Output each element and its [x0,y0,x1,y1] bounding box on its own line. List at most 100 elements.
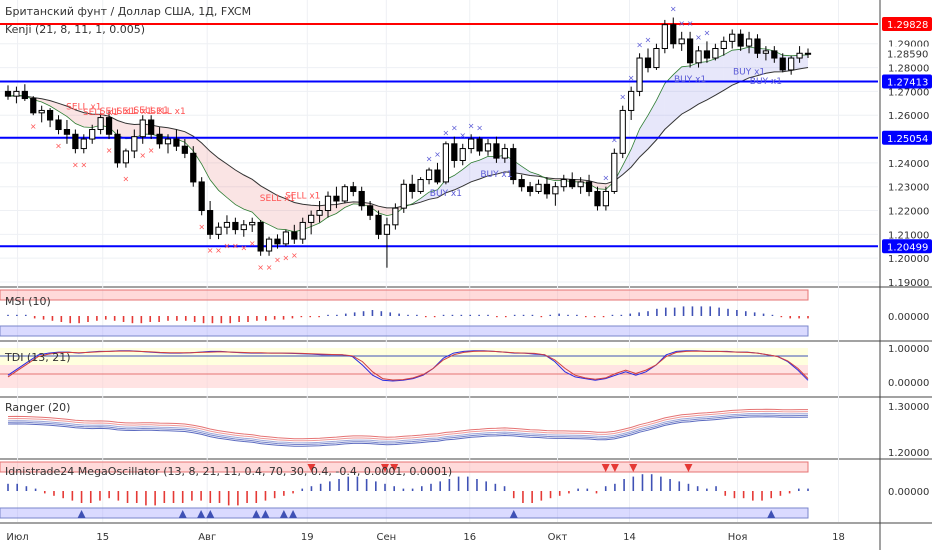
candle[interactable] [80,138,87,150]
candle[interactable] [156,133,163,145]
candle[interactable] [585,181,593,192]
candle[interactable] [788,57,795,71]
candle[interactable] [265,238,273,252]
candle[interactable] [366,205,374,216]
candle[interactable] [249,221,256,226]
candle[interactable] [484,143,492,152]
candle[interactable] [468,138,475,150]
candle[interactable] [282,231,290,245]
candle[interactable] [299,221,306,240]
candle[interactable] [552,186,559,195]
candle[interactable] [350,186,357,192]
tdi-pane[interactable] [0,348,809,388]
candle[interactable] [400,183,407,209]
candle[interactable] [661,24,668,50]
candle[interactable] [501,148,508,159]
candle[interactable] [754,38,761,54]
candle[interactable] [181,145,188,154]
candle[interactable] [291,231,298,240]
candle[interactable] [341,186,348,202]
candle[interactable] [173,138,180,147]
candle[interactable] [526,186,534,192]
candle[interactable] [569,179,576,188]
candle[interactable] [678,38,685,45]
candle[interactable] [619,109,626,154]
msi-pane[interactable] [0,289,809,337]
candle[interactable] [409,183,416,192]
candle[interactable] [543,183,551,195]
candle[interactable] [804,52,812,55]
candle[interactable] [38,109,45,114]
ranger-pane[interactable] [7,408,809,447]
candle[interactable] [89,129,96,140]
candle[interactable] [13,90,20,97]
candle[interactable] [459,148,466,161]
candle[interactable] [720,40,727,50]
candle[interactable] [703,50,711,59]
candle[interactable] [392,207,399,226]
candle[interactable] [114,133,121,164]
time-axis[interactable]: Июл 15 Авг 19 Сен 16 Окт 14 Ноя 18 [6,532,844,543]
price-pane[interactable]: ××× ××××××× ×× × ××× ×× × ××××××× ××××××××× ×××SE… [0,5,878,272]
candle[interactable] [762,50,770,54]
price-axis[interactable]: 1.290001.280001.270001.260001.250001.240… [882,17,932,498]
candle[interactable] [628,90,635,111]
candle[interactable] [333,195,340,202]
candle[interactable] [602,190,610,207]
candle[interactable] [308,214,315,223]
candle[interactable] [375,214,382,235]
candle[interactable] [442,143,450,183]
candle[interactable] [611,152,618,192]
candle[interactable] [383,224,391,235]
candle[interactable] [771,50,778,59]
candle[interactable] [653,48,660,69]
candle[interactable] [510,148,517,181]
candle[interactable] [535,183,542,192]
candle[interactable] [493,143,500,159]
candle[interactable] [695,50,702,64]
candle[interactable] [30,98,37,114]
candle[interactable] [577,181,584,188]
candle[interactable] [745,38,753,47]
candle[interactable] [139,119,146,138]
candle[interactable] [164,138,172,145]
candle[interactable] [417,179,424,192]
candle[interactable] [21,90,28,100]
candle[interactable] [636,57,643,92]
candle[interactable] [72,133,79,150]
candle[interactable] [240,224,247,231]
candle[interactable] [4,90,12,97]
candle[interactable] [46,109,54,121]
candle[interactable] [105,117,113,135]
candle[interactable] [324,195,332,212]
candle[interactable] [257,221,264,252]
candle[interactable] [358,190,365,207]
candle[interactable] [232,221,239,231]
candle[interactable] [712,48,719,59]
candle[interactable] [215,226,222,235]
candle[interactable] [223,221,231,228]
candle[interactable] [55,119,62,131]
candle[interactable] [97,117,104,131]
candle[interactable] [190,152,197,183]
candle[interactable] [670,24,677,45]
candle[interactable] [779,57,786,71]
candle[interactable] [729,33,736,42]
candle[interactable] [434,169,441,183]
candle[interactable] [560,179,567,188]
candle[interactable] [274,238,281,245]
megaoscillator-pane[interactable] [0,461,809,519]
candle[interactable] [686,38,694,64]
candle[interactable] [316,210,323,216]
candle[interactable] [796,52,803,59]
candle[interactable] [425,169,433,181]
candle[interactable] [518,179,525,188]
candle[interactable] [198,181,205,212]
candle[interactable] [148,119,155,135]
candle[interactable] [737,33,744,47]
candle[interactable] [63,129,71,135]
candle[interactable] [131,136,138,152]
candle[interactable] [476,138,483,152]
candle[interactable] [594,190,601,207]
